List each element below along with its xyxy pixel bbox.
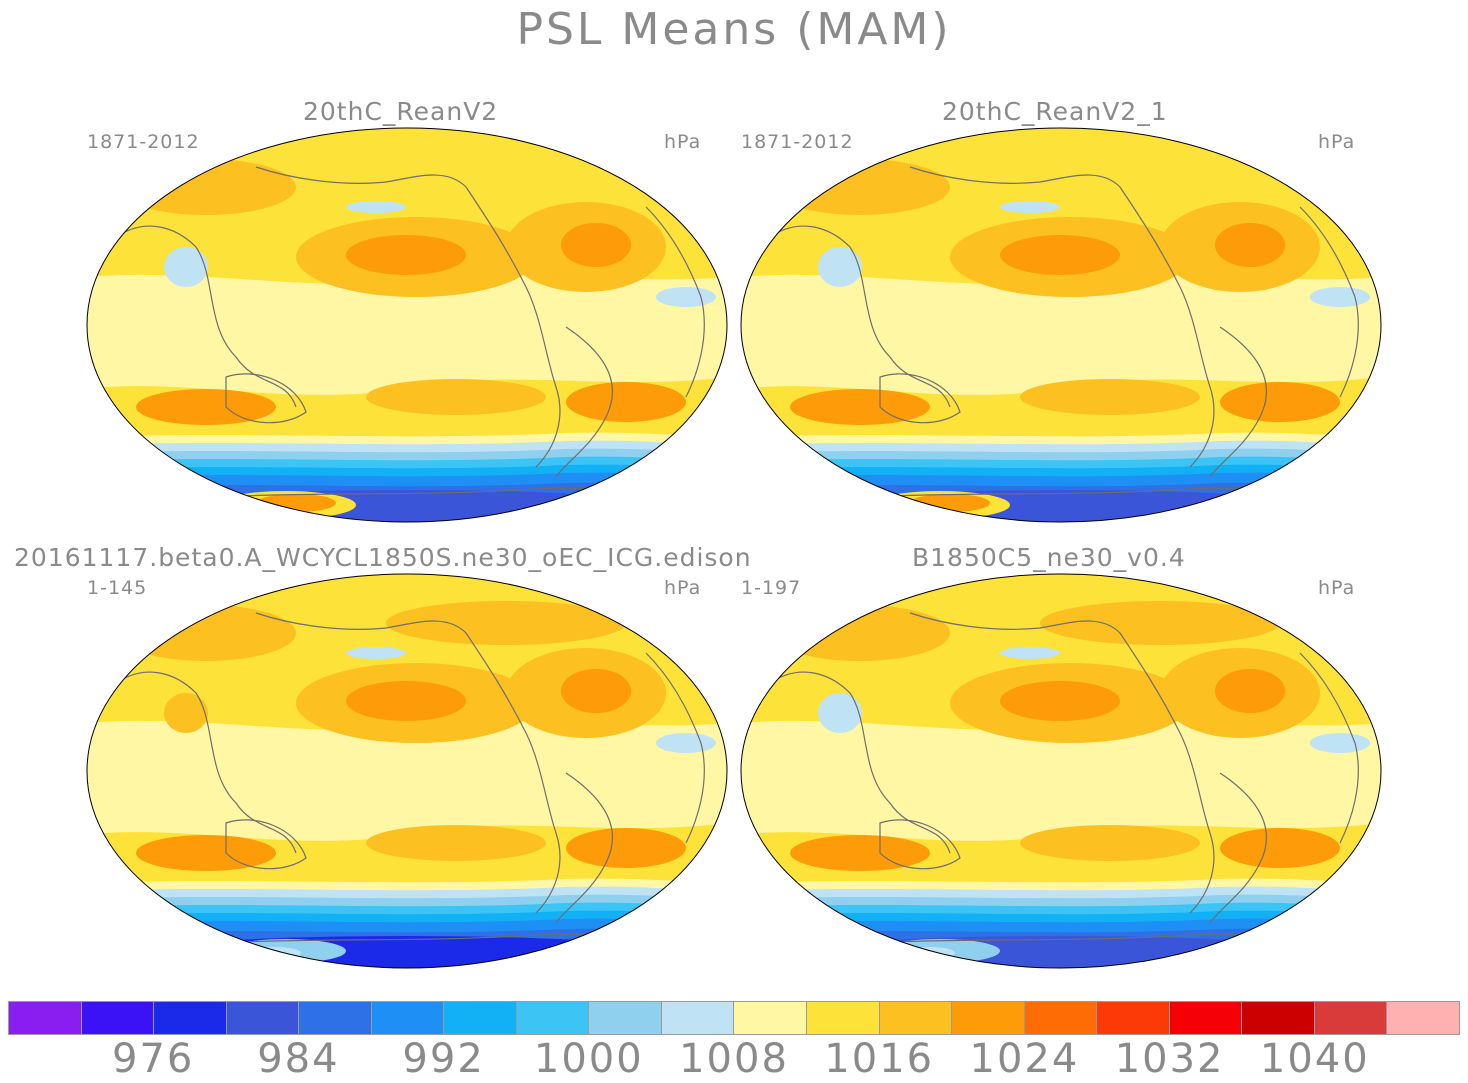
main-title: PSL Means (MAM) — [516, 4, 952, 55]
panel-years-4: 1-197 — [741, 577, 802, 599]
panel-title-2: 20thC_ReanV2_1 — [942, 97, 1168, 126]
pressure-field — [87, 128, 727, 522]
colorbar-swatch — [589, 1002, 662, 1034]
colorbar-swatch — [807, 1002, 880, 1034]
pressure-field — [741, 128, 1381, 522]
colorbar-swatch — [516, 1002, 590, 1034]
colorbar-tick-label: 1024 — [969, 1036, 1080, 1082]
colorbar-tick-label: 976 — [112, 1036, 195, 1082]
colorbar-swatch — [1242, 1002, 1315, 1034]
colorbar-swatch — [1169, 1002, 1243, 1034]
panel-units-4: hPa — [1318, 577, 1356, 599]
colorbar-tick-label: 1016 — [824, 1036, 935, 1082]
colorbar-swatch — [226, 1002, 300, 1034]
colorbar-swatch — [1097, 1002, 1170, 1034]
panel-title-3: 20161117.beta0.A_WCYCL1850S.ne30_oEC_ICG… — [14, 543, 752, 572]
map-panel-4 — [740, 573, 1382, 969]
panel-units-2: hPa — [1318, 131, 1356, 153]
colorbar-tick-label: 992 — [402, 1036, 485, 1082]
panel-units-1: hPa — [664, 131, 702, 153]
panel-title-4: B1850C5_ne30_v0.4 — [912, 543, 1186, 572]
colorbar-tick-label: 1000 — [533, 1036, 644, 1082]
colorbar-tick-label: 1040 — [1259, 1036, 1370, 1082]
colorbar-tick-label: 984 — [257, 1036, 340, 1082]
map-panel-1 — [86, 127, 728, 523]
colorbar-swatch — [444, 1002, 517, 1034]
colorbar-swatch — [1024, 1002, 1098, 1034]
map-panel-2 — [740, 127, 1382, 523]
panel-units-3: hPa — [664, 577, 702, 599]
pressure-field — [87, 574, 727, 968]
colorbar-swatch — [154, 1002, 227, 1034]
pressure-field — [741, 574, 1381, 968]
colorbar — [8, 1001, 1460, 1035]
colorbar-swatch — [879, 1002, 953, 1034]
colorbar-swatch — [1314, 1002, 1388, 1034]
panel-years-2: 1871-2012 — [741, 131, 854, 153]
colorbar-swatch — [9, 1002, 82, 1034]
panel-years-3: 1-145 — [87, 577, 148, 599]
colorbar-swatch — [734, 1002, 808, 1034]
colorbar-swatch — [661, 1002, 735, 1034]
panel-years-1: 1871-2012 — [87, 131, 200, 153]
colorbar-swatch — [299, 1002, 372, 1034]
colorbar-swatch — [81, 1002, 155, 1034]
colorbar-swatch — [371, 1002, 445, 1034]
colorbar-tick-label: 1032 — [1114, 1036, 1225, 1082]
colorbar-tick-label: 1008 — [679, 1036, 789, 1082]
map-panel-3 — [86, 573, 728, 969]
colorbar-swatch — [1387, 1002, 1459, 1034]
colorbar-swatch — [952, 1002, 1025, 1034]
panel-title-1: 20thC_ReanV2 — [303, 97, 499, 126]
